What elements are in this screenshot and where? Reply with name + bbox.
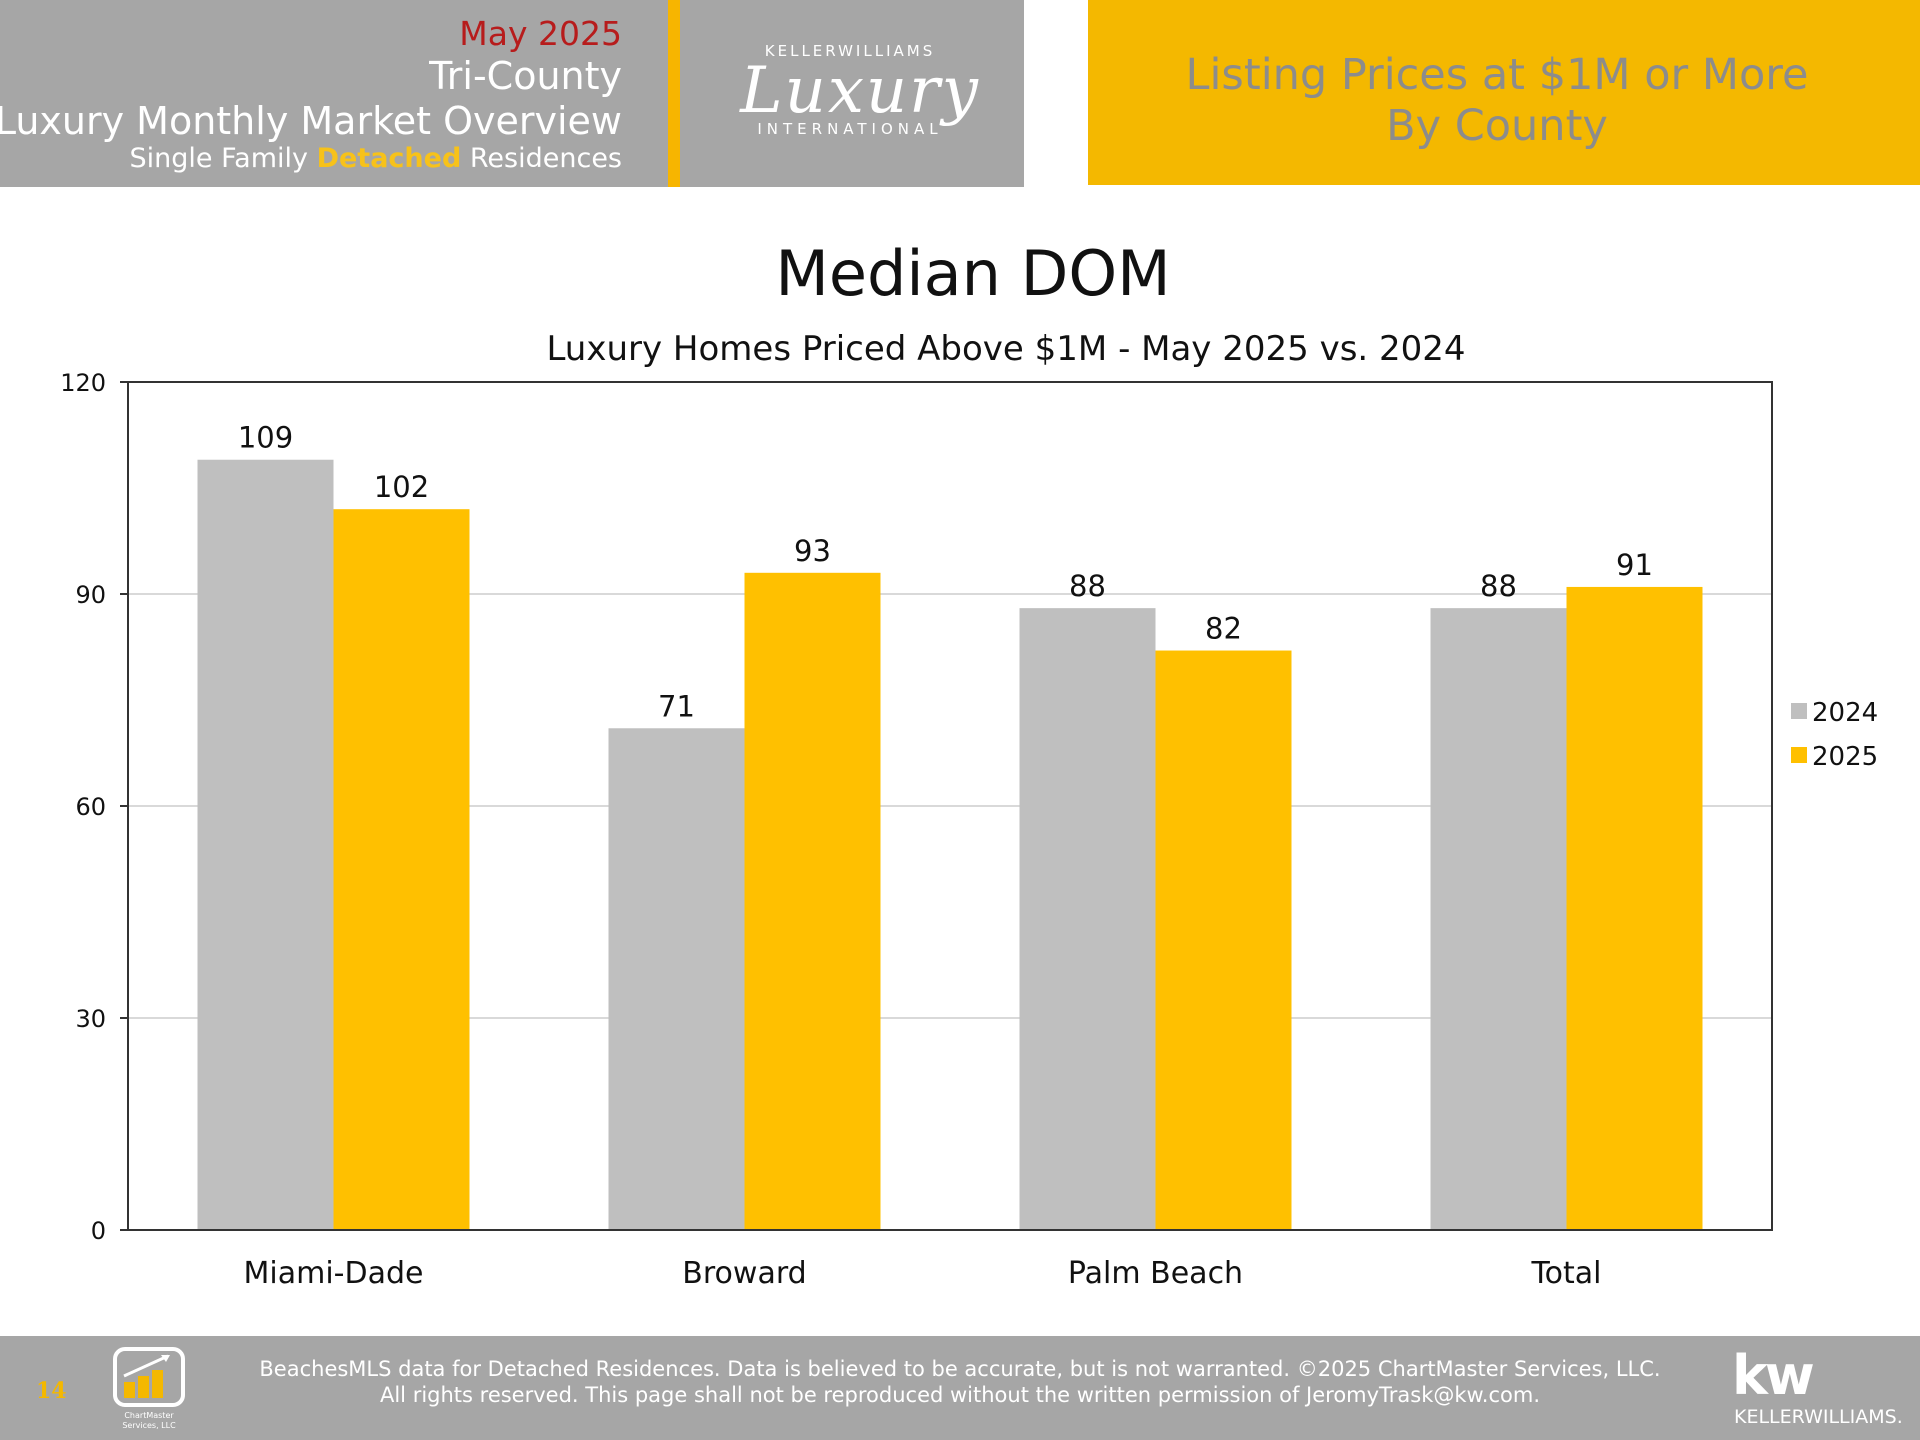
data-label: 102	[374, 470, 429, 504]
page-number: 14	[36, 1378, 67, 1404]
kw-logo-name: KELLERWILLIAMS.	[1734, 1406, 1903, 1428]
chartmaster-logo-icon: ChartMaster Services, LLC	[113, 1347, 185, 1430]
bar	[333, 509, 470, 1230]
property-type-highlight: Detached	[316, 143, 462, 174]
header-left-panel	[0, 0, 1024, 187]
chart-title: Median DOM	[775, 237, 1171, 310]
chartmaster-logo-subtext: Services, LLC	[122, 1421, 176, 1430]
bar	[744, 572, 881, 1230]
report-region: Tri-County	[429, 54, 622, 98]
bar	[608, 728, 745, 1230]
property-type-suffix: Residences	[461, 143, 622, 174]
chart-subtitle: Luxury Homes Priced Above $1M - May 2025…	[546, 329, 1466, 369]
y-tick-label: 90	[75, 581, 106, 609]
logo-brand-top: KELLERWILLIAMS	[764, 42, 936, 60]
data-label: 93	[794, 534, 831, 568]
y-tick-label: 30	[75, 1005, 106, 1033]
legend-label: 2024	[1812, 698, 1878, 728]
header-right-panel: Listing Prices at $1M or More By County	[1088, 0, 1920, 185]
data-label: 88	[1069, 569, 1106, 603]
kw-luxury-logo: KELLERWILLIAMS Luxury INTERNATIONAL	[700, 36, 1020, 146]
header-accent-stripe	[668, 0, 680, 187]
x-tick-label: Palm Beach	[1068, 1256, 1243, 1291]
section-title-line2: By County	[1386, 101, 1608, 151]
property-type-prefix: Single Family	[129, 143, 317, 174]
data-label: 82	[1205, 612, 1242, 646]
data-label: 91	[1616, 548, 1653, 582]
bar	[1566, 586, 1703, 1230]
report-title: Luxury Monthly Market Overview	[0, 99, 622, 143]
y-tick-label: 120	[60, 369, 106, 397]
y-tick-label: 0	[91, 1217, 106, 1245]
footer-disclaimer-line1: BeachesMLS data for Detached Residences.…	[259, 1357, 1661, 1381]
x-tick-label: Broward	[682, 1256, 806, 1291]
report-month: May 2025	[459, 14, 622, 53]
x-tick-label: Total	[1530, 1256, 1601, 1291]
bar	[1430, 608, 1567, 1230]
median-dom-bar-chart: 0 30 60 90 120 109 102 Miami-Dade 71 93 Broward 88 8…	[60, 369, 1878, 1291]
bar	[1019, 608, 1156, 1230]
data-label: 88	[1480, 569, 1517, 603]
report-property-type: Single Family Detached Residences	[130, 143, 622, 174]
chartmaster-logo-text: ChartMaster	[124, 1411, 174, 1420]
kw-logo-mark: kw	[1732, 1344, 1815, 1407]
footer-bar	[0, 1336, 1920, 1440]
bar	[1155, 650, 1292, 1230]
legend-swatch	[1791, 747, 1807, 763]
logo-brand-bottom: INTERNATIONAL	[757, 120, 943, 138]
kw-logo: kw KELLERWILLIAMS.	[1732, 1344, 1903, 1434]
data-label: 71	[658, 689, 695, 723]
section-title-line1: Listing Prices at $1M or More	[1185, 50, 1809, 100]
x-tick-label: Miami-Dade	[244, 1256, 424, 1291]
plot-frame	[127, 381, 1773, 1231]
legend-swatch	[1791, 703, 1807, 719]
logo-script-text: Luxury	[740, 54, 980, 128]
legend-label: 2025	[1812, 742, 1878, 772]
data-label: 109	[238, 421, 293, 455]
footer-disclaimer-line2: All rights reserved. This page shall not…	[379, 1383, 1541, 1407]
bar	[197, 459, 334, 1230]
y-tick-label: 60	[75, 793, 106, 821]
